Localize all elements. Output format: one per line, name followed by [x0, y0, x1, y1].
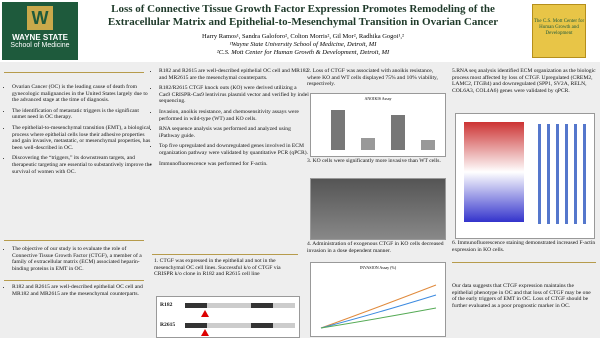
- qpcr-image: [532, 124, 586, 224]
- chart-title: ANOIKIS Assay: [364, 96, 392, 101]
- logo-left: W WAYNE STATE School of Medicine: [2, 2, 78, 60]
- bar-image: [421, 140, 435, 150]
- methods-list: R182 and R2615 are well-described epithe…: [150, 68, 309, 171]
- bullet: The epithelial-to-mesenchymal transition…: [12, 125, 152, 151]
- bullet: Immunofluorescence was performed for F-a…: [159, 161, 309, 168]
- logo-text: WAYNE STATE: [12, 33, 68, 42]
- blot-label: R182: [160, 302, 173, 308]
- objective-list: The objective of our study is to evaluat…: [3, 246, 152, 276]
- bullet: Discovering the “triggers,” its downstre…: [12, 155, 152, 175]
- conclusion-text: Our data suggests that CTGF expression m…: [452, 283, 591, 309]
- rnaseq-figure: [455, 113, 595, 239]
- curves-image: [320, 284, 437, 329]
- invasion-images: [310, 178, 446, 240]
- bullet: The identification of metastatic trigger…: [12, 108, 152, 121]
- result-text: 3. KO cells were significantly more inva…: [307, 158, 441, 164]
- bullet: R182 and R2615 are well-described epithe…: [12, 284, 152, 297]
- intro-list: Ovarian Cancer (OC) is the leading cause…: [3, 84, 152, 179]
- bullet: R182/R2615 CTGF knock outs (KO) were der…: [159, 85, 309, 105]
- bullet: R182 and R2615 are well-described epithe…: [159, 68, 309, 81]
- bullet: Invasion, anoikis resistance, and chemos…: [159, 109, 309, 122]
- title: Loss of Connective Tissue Growth Factor …: [107, 3, 499, 28]
- result-text: 2. Loss of CTGF was associated with anoi…: [307, 68, 438, 88]
- header-bar: [0, 0, 600, 62]
- divider: [4, 280, 144, 281]
- bar-image: [391, 115, 405, 150]
- invasion-chart-image: INVASION Assay (%): [310, 262, 446, 337]
- result-text: 1. CTGF was expressed in the epithelial …: [154, 258, 281, 278]
- blot-band: [185, 323, 295, 328]
- western-blot: R182 R2615: [156, 296, 300, 338]
- arrow: [201, 310, 209, 317]
- logo-subtext: School of Medicine: [10, 42, 70, 49]
- bar-image: [331, 110, 345, 150]
- divider: [452, 262, 596, 263]
- authors: Harry Ramos¹, Sandra Galoforo², Colton M…: [88, 33, 518, 57]
- bar-image: [361, 138, 375, 150]
- blot-band: [185, 303, 295, 308]
- result-text: 6. Immunofluorescence staining demonstra…: [452, 240, 596, 253]
- divider: [4, 240, 144, 241]
- affiliation: ²C.S. Mott Center for Human Growth & Dev…: [216, 49, 390, 56]
- divider: [152, 254, 298, 255]
- bullet: The objective of our study is to evaluat…: [12, 246, 152, 272]
- result-text: 5.RNA seq analysis identified ECM organi…: [452, 68, 596, 94]
- blot-label: R2615: [160, 322, 176, 328]
- author-list: Harry Ramos¹, Sandra Galoforo², Colton M…: [202, 33, 404, 40]
- bullet: Ovarian Cancer (OC) is the leading cause…: [12, 84, 152, 104]
- bullet: RNA sequence analysis was performed and …: [159, 126, 309, 139]
- divider: [4, 72, 144, 73]
- logo-right: The C.S. Mott Center for Human Growth an…: [532, 4, 586, 58]
- anoikis-chart-image: ANOIKIS Assay: [310, 93, 446, 157]
- result-text: 4. Administration of exogenous CTGF in K…: [307, 241, 444, 254]
- chart-title: INVASION Assay (%): [359, 265, 397, 270]
- logo-mark: W: [27, 6, 53, 30]
- heatmap-image: [464, 122, 524, 222]
- arrow: [201, 329, 209, 336]
- affiliation: ¹Wayne State University School of Medici…: [229, 41, 377, 48]
- bullet: Top five upregulated and downregulated g…: [159, 143, 309, 156]
- methods-list: R182 and R2615 are well-described epithe…: [3, 284, 152, 301]
